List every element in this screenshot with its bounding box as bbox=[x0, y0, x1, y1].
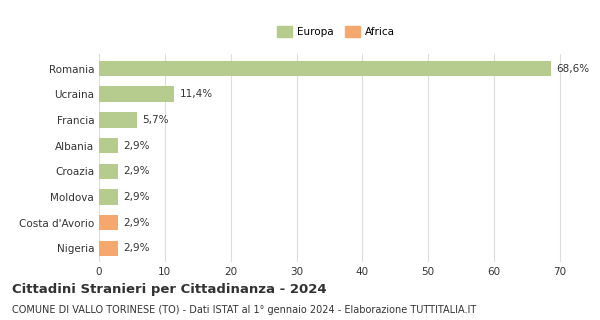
Text: 2,9%: 2,9% bbox=[124, 140, 150, 151]
Text: 2,9%: 2,9% bbox=[124, 218, 150, 228]
Bar bbox=[99, 189, 118, 204]
Text: 68,6%: 68,6% bbox=[556, 64, 589, 74]
Legend: Europa, Africa: Europa, Africa bbox=[272, 22, 400, 41]
Text: 2,9%: 2,9% bbox=[124, 192, 150, 202]
Bar bbox=[99, 112, 137, 128]
Text: Cittadini Stranieri per Cittadinanza - 2024: Cittadini Stranieri per Cittadinanza - 2… bbox=[12, 283, 326, 296]
Bar bbox=[99, 86, 174, 102]
Text: 5,7%: 5,7% bbox=[142, 115, 168, 125]
Bar bbox=[99, 164, 118, 179]
Text: 11,4%: 11,4% bbox=[179, 89, 212, 99]
Text: COMUNE DI VALLO TORINESE (TO) - Dati ISTAT al 1° gennaio 2024 - Elaborazione TUT: COMUNE DI VALLO TORINESE (TO) - Dati IST… bbox=[12, 305, 476, 315]
Text: 2,9%: 2,9% bbox=[124, 166, 150, 176]
Bar bbox=[99, 138, 118, 153]
Bar bbox=[99, 241, 118, 256]
Bar bbox=[99, 61, 551, 76]
Text: 2,9%: 2,9% bbox=[124, 243, 150, 253]
Bar bbox=[99, 215, 118, 230]
